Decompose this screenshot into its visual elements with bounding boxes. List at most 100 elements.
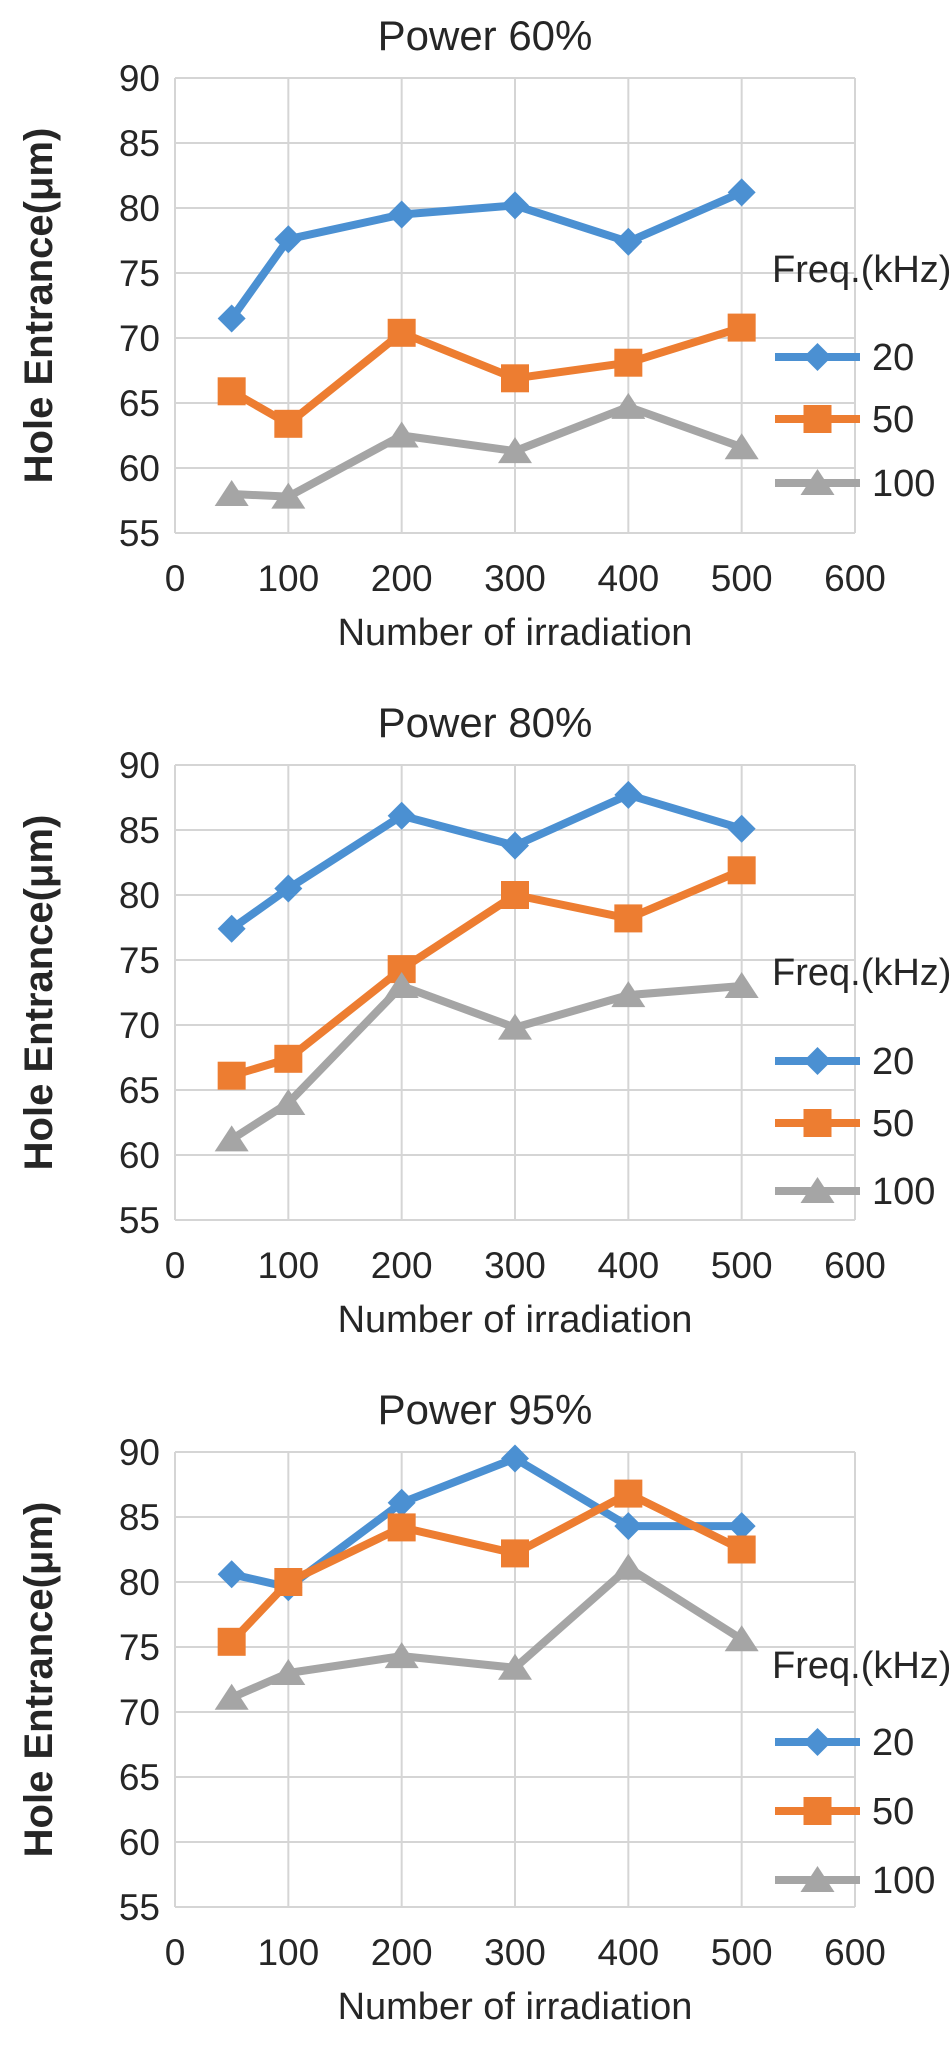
legend-square-icon: [803, 405, 832, 433]
y-tick-label: 75: [119, 253, 160, 294]
square-marker: [727, 313, 756, 342]
legend-triangle-icon: [800, 1177, 835, 1203]
x-tick-label: 400: [597, 1245, 659, 1286]
x-tick-label: 600: [824, 1245, 886, 1286]
triangle-marker: [384, 972, 419, 998]
legend-item-20: 20: [775, 1722, 914, 1764]
series-line-50: [227, 866, 746, 1080]
legend-item-50: 50: [775, 399, 914, 441]
square-marker: [387, 318, 416, 347]
x-tick-label: 500: [711, 1932, 773, 1973]
x-tick-label: 500: [711, 1245, 773, 1286]
x-tick-label: 400: [597, 1932, 659, 1973]
legend-diamond-icon: [803, 1047, 832, 1075]
legend-item-100: 100: [775, 1171, 935, 1213]
y-axis-title: Hole Entrance(μm): [17, 1502, 61, 1858]
x-tick-label: 200: [371, 1932, 433, 1973]
y-tick-label: 65: [119, 1070, 160, 1111]
legend-item-label: 20: [872, 1722, 914, 1764]
triangle-marker: [611, 392, 646, 419]
legend-square-icon: [803, 1109, 832, 1137]
chart-svg-2: 55 60 65 70 75 80 85 90 0 100 200 300 400 500 600 Power…: [17, 1386, 951, 2028]
y-tick-label: 75: [119, 1627, 160, 1668]
y-tick-label: 80: [119, 875, 160, 916]
triangle-marker: [611, 981, 646, 1008]
series-line-100: [227, 1563, 746, 1702]
diamond-marker: [387, 801, 416, 830]
triangle-marker: [271, 482, 306, 509]
legend-item-100: 100: [775, 1860, 935, 1902]
legend-item-50: 50: [775, 1791, 914, 1833]
diamond-marker: [614, 227, 643, 256]
legend-title: Freq.(kHz): [772, 952, 951, 994]
x-tick-label: 0: [165, 1932, 186, 1973]
legend-title: Freq.(kHz): [772, 249, 951, 291]
diamond-marker: [614, 1512, 643, 1541]
series-line-100: [227, 402, 746, 501]
diamond-marker: [387, 200, 416, 229]
y-tick-label: 60: [119, 1822, 160, 1863]
triangle-marker: [611, 1553, 646, 1580]
y-tick-label: 60: [119, 1135, 160, 1176]
square-marker: [274, 1044, 303, 1073]
x-axis-title: Number of irradiation: [338, 1299, 693, 1341]
y-tick-label: 75: [119, 940, 160, 981]
series-line-20: [227, 1454, 746, 1592]
chart-title: Power 95%: [378, 1386, 593, 1433]
y-axis-title: Hole Entrance(μm): [17, 128, 61, 484]
legend-diamond-icon: [803, 343, 832, 371]
diamond-marker: [387, 1488, 416, 1517]
legend-item-20: 20: [775, 337, 914, 379]
y-tick-label: 70: [119, 1005, 160, 1046]
legend-square-icon: [803, 1797, 832, 1825]
chart-title: Power 60%: [378, 12, 593, 59]
x-tick-label: 200: [371, 558, 433, 599]
y-tick-label: 55: [119, 513, 160, 554]
square-marker: [501, 1539, 529, 1568]
y-tick-label: 85: [119, 1497, 160, 1538]
x-tick-label: 600: [824, 558, 886, 599]
chart-title: Power 80%: [378, 699, 593, 746]
series-line-50: [227, 323, 746, 428]
legend-item-label: 100: [872, 463, 935, 505]
square-marker: [274, 1568, 303, 1596]
legend-item-label: 50: [872, 399, 914, 441]
y-axis-title: Hole Entrance(μm): [17, 815, 61, 1171]
x-tick-label: 100: [257, 1932, 319, 1973]
chart-svg-1: 55 60 65 70 75 80 85 90 0 100 200 300 400 500 600 Power…: [17, 699, 951, 1341]
diamond-marker: [727, 178, 756, 207]
diamond-marker: [727, 814, 756, 843]
x-tick-label: 100: [257, 1245, 319, 1286]
legend-title: Freq.(kHz): [772, 1645, 951, 1687]
chart-power-80: 55 60 65 70 75 80 85 90 0 100 200 300 400 500 600 Power…: [0, 687, 952, 1374]
x-tick-label: 300: [484, 1932, 546, 1973]
diamond-marker: [501, 831, 529, 860]
x-tick-label: 0: [165, 1245, 186, 1286]
triangle-marker: [724, 433, 759, 460]
diamond-marker: [614, 780, 643, 809]
square-marker: [727, 1535, 756, 1564]
y-tick-label: 85: [119, 810, 160, 851]
legend-diamond-icon: [803, 1728, 832, 1756]
diamond-marker: [217, 304, 246, 333]
diamond-marker: [727, 1512, 756, 1541]
x-tick-label: 0: [165, 558, 186, 599]
x-tick-label: 400: [597, 558, 659, 599]
diamond-marker: [217, 1560, 246, 1589]
y-tick-label: 55: [119, 1887, 160, 1928]
chart-svg-0: 55 60 65 70 75 80 85 90 0 100 200 300 400 500 600 Power…: [17, 12, 951, 654]
series-line-20: [227, 188, 746, 323]
legend-item-50: 50: [775, 1103, 914, 1145]
y-tick-label: 65: [119, 1757, 160, 1798]
y-tick-label: 60: [119, 448, 160, 489]
y-tick-label: 65: [119, 383, 160, 424]
square-marker: [501, 364, 529, 393]
y-tick-label: 85: [119, 123, 160, 164]
x-tick-label: 100: [257, 558, 319, 599]
y-tick-label: 90: [119, 58, 160, 99]
triangle-marker: [498, 437, 532, 464]
y-tick-label: 90: [119, 745, 160, 786]
square-marker: [614, 1479, 643, 1508]
triangle-marker: [271, 1659, 306, 1685]
